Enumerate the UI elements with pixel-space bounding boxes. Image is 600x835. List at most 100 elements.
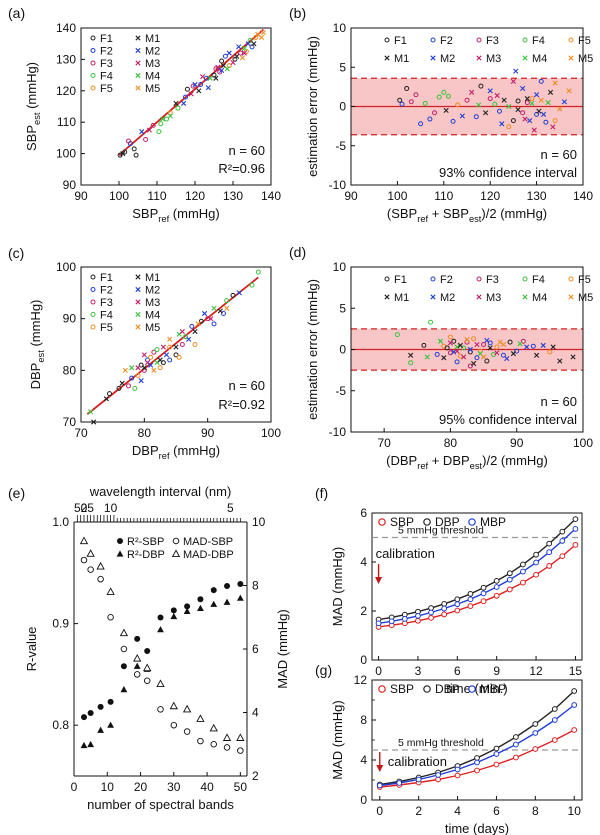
- legend-marker: [135, 311, 141, 318]
- x-tick-label: 6: [493, 804, 500, 818]
- data-point: [506, 124, 512, 130]
- x-axis-label-part: est: [470, 461, 483, 471]
- r2-dbp-point: [197, 604, 204, 611]
- data-point: [487, 88, 493, 94]
- calibration-arrow-head: [376, 765, 384, 772]
- data-point: [226, 50, 232, 56]
- legend-marker: [90, 287, 96, 292]
- data-point: [471, 360, 477, 367]
- y-tick-label: 110: [57, 115, 76, 129]
- data-point: [545, 99, 551, 106]
- data-point: [150, 122, 156, 128]
- data-point: [188, 91, 194, 97]
- data-point: [192, 328, 198, 335]
- data-point: [552, 118, 558, 124]
- data-point: [547, 89, 554, 95]
- data-point: [500, 352, 506, 358]
- legend-marker: [135, 85, 141, 91]
- data-point: [200, 74, 206, 80]
- data-point: [132, 385, 138, 391]
- top-axis-label: wavelength interval (nm): [89, 484, 232, 499]
- mad-dbp-point: [79, 536, 89, 545]
- data-point: [427, 116, 433, 122]
- data-point: [500, 341, 507, 348]
- calibration-label: calibration: [376, 546, 435, 561]
- y-tick-label: -10: [329, 178, 347, 192]
- legend-marker: [90, 48, 96, 53]
- legend-label: F5: [578, 274, 591, 286]
- legend-label: MAD-DBP: [183, 549, 234, 561]
- data-point: [501, 97, 507, 103]
- x-tick-label: 80: [444, 436, 458, 450]
- y-axis-label: R-value: [24, 627, 39, 672]
- data-point: [241, 50, 247, 56]
- data-point: [183, 94, 188, 100]
- data-point: [418, 121, 424, 127]
- data-point: [476, 102, 482, 108]
- legend-label: M3: [486, 292, 501, 304]
- mad-sbp-point: [120, 645, 128, 653]
- stat-r2: R²=0.92: [218, 397, 265, 412]
- data-point: [494, 344, 500, 350]
- data-point: [129, 365, 135, 371]
- data-point: [122, 149, 128, 155]
- legend-marker: [476, 37, 482, 43]
- mbp-point: [572, 526, 579, 532]
- data-point: [538, 78, 544, 84]
- legend-label: M1: [145, 272, 160, 284]
- data-point: [529, 100, 535, 106]
- data-point: [175, 105, 181, 111]
- sbp-point: [493, 761, 500, 768]
- data-point: [213, 66, 219, 72]
- data-point: [179, 328, 185, 335]
- data-point: [164, 116, 169, 122]
- r2-dbp-point: [170, 612, 178, 620]
- data-point: [520, 338, 526, 344]
- legend-label: F2: [440, 35, 453, 47]
- data-point: [487, 96, 493, 102]
- legend-marker: [522, 294, 528, 300]
- data-point: [510, 351, 516, 357]
- data-point: [534, 111, 540, 117]
- legend-marker: [384, 37, 390, 43]
- x-axis-label: (DBPref + DBPest)/2 (mmHg): [386, 453, 548, 471]
- legend-marker: [430, 37, 436, 43]
- r2-sbp-point: [170, 607, 177, 614]
- legend-marker: [116, 550, 124, 557]
- data-point: [464, 337, 470, 343]
- y-axis-label: MAD (mmHg): [330, 547, 345, 626]
- mbp-point: [454, 766, 461, 773]
- data-point: [487, 340, 493, 346]
- legend-label: M3: [145, 58, 160, 70]
- x-tick-label: 40: [200, 780, 214, 794]
- x-axis-label-part: )/2 (mmHg): [481, 206, 547, 221]
- y-tick-label: 80: [63, 363, 77, 377]
- data-point: [499, 121, 505, 127]
- data-point: [428, 319, 434, 325]
- y-tick-label: 12: [354, 673, 368, 687]
- data-point: [480, 354, 487, 360]
- data-point: [163, 352, 170, 358]
- data-point: [141, 352, 147, 358]
- data-point: [540, 342, 546, 348]
- plot-frame-f: [371, 512, 583, 661]
- data-point: [239, 55, 246, 61]
- mbp-point: [506, 576, 513, 583]
- data-point: [122, 367, 128, 373]
- legend-label: M5: [578, 292, 593, 304]
- data-point: [135, 365, 141, 371]
- mad-sbp-point: [97, 575, 104, 583]
- y-tick-label: 5: [339, 60, 346, 74]
- sbp-point: [571, 727, 578, 733]
- y2-tick-label: 8: [252, 579, 259, 593]
- legend-marker: [135, 35, 141, 41]
- data-point: [221, 311, 226, 316]
- data-point: [443, 107, 449, 114]
- stat-n: n = 60: [540, 147, 577, 162]
- data-point: [160, 360, 166, 366]
- y-axis-label-part: SBP: [24, 125, 39, 151]
- y-tick-label: 2: [360, 604, 367, 618]
- data-point: [116, 385, 122, 391]
- sbp-point: [506, 586, 513, 593]
- x-tick-label: 2: [415, 804, 422, 818]
